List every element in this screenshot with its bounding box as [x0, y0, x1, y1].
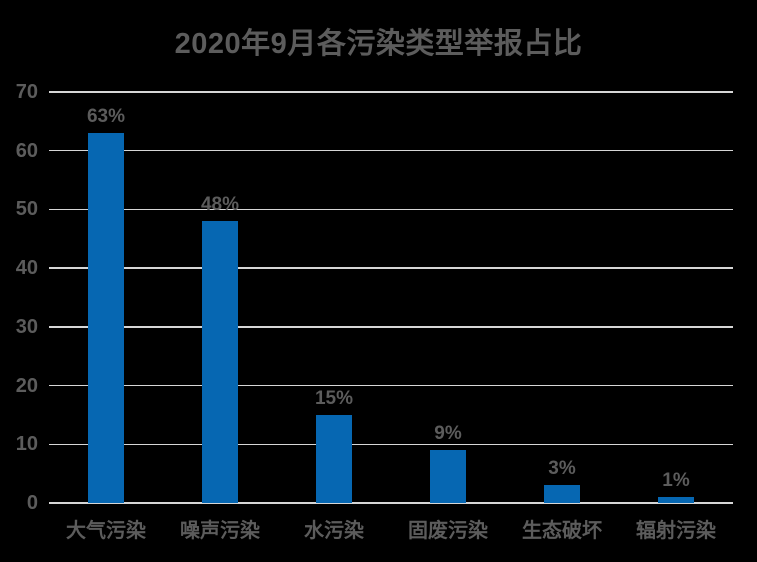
plot-area: 63% 48% 15% 9% 3% 1%	[49, 91, 733, 505]
bar-生态破坏	[544, 485, 580, 503]
gridline	[49, 208, 733, 211]
gridline	[49, 326, 733, 328]
bar-value-label: 48%	[200, 194, 240, 216]
x-axis-line	[49, 502, 733, 505]
gridline	[49, 384, 733, 387]
x-category-label: 水污染	[304, 520, 364, 542]
y-tick-label: 10	[15, 433, 38, 456]
bar-大气污染	[88, 133, 124, 503]
bar-value-label: 3%	[548, 458, 576, 480]
y-tick-label: 30	[15, 315, 38, 338]
bar-辐射污染	[658, 497, 694, 503]
bar-value-label: 15%	[314, 387, 354, 409]
y-tick-label: 40	[15, 257, 38, 280]
y-tick-label: 20	[15, 374, 38, 397]
bar-水污染	[316, 414, 352, 503]
gridline	[49, 91, 733, 93]
gridline	[49, 443, 733, 445]
y-tick-label: 60	[15, 139, 38, 162]
x-category-label: 生态破坏	[522, 520, 602, 542]
x-category-label: 大气污染	[66, 520, 146, 542]
y-tick-label: 0	[26, 492, 38, 514]
bar-value-label: 9%	[434, 423, 462, 445]
bar-value-label: 63%	[86, 106, 126, 128]
x-category-label: 辐射污染	[636, 520, 716, 542]
bar-噪声污染	[202, 221, 238, 503]
gridline	[49, 267, 733, 269]
chart-title: 2020年9月各污染类型举报占比	[174, 28, 583, 60]
x-category-label: 固废污染	[408, 520, 488, 542]
x-category-label: 噪声污染	[180, 520, 260, 542]
bar-固废污染	[430, 450, 466, 503]
y-tick-label: 50	[15, 198, 38, 221]
y-tick-label: 70	[15, 81, 38, 103]
gridline	[49, 150, 733, 152]
bar-value-label: 1%	[662, 470, 690, 492]
